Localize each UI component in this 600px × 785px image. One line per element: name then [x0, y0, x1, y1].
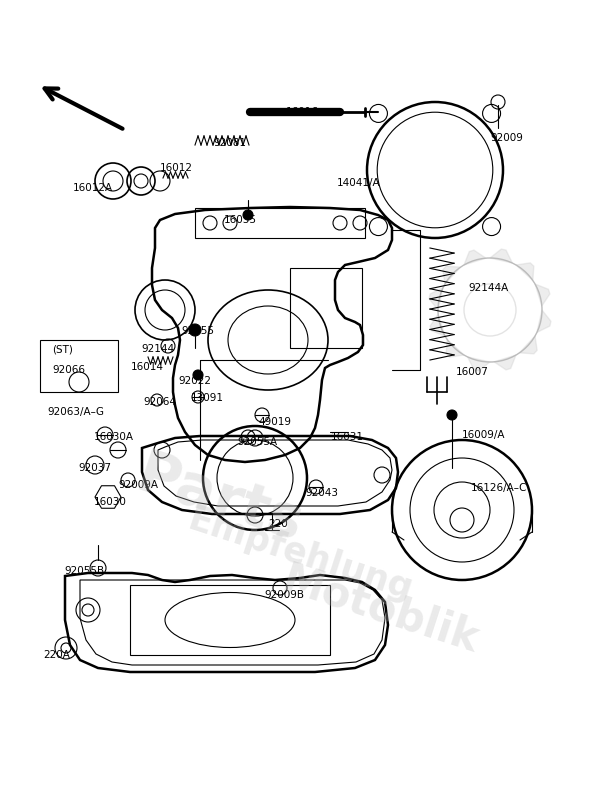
Text: 92064: 92064: [143, 397, 176, 407]
Text: 92055: 92055: [181, 326, 214, 336]
Text: 92022: 92022: [178, 376, 211, 386]
Circle shape: [243, 210, 253, 220]
Polygon shape: [520, 336, 537, 354]
Polygon shape: [429, 287, 443, 310]
Text: 16009/A: 16009/A: [462, 430, 505, 440]
Polygon shape: [446, 339, 464, 357]
Text: 16016: 16016: [286, 107, 319, 117]
Text: 220A: 220A: [43, 650, 70, 660]
Text: 92144: 92144: [141, 344, 174, 354]
Polygon shape: [535, 284, 550, 306]
Bar: [40, 340, 118, 392]
Text: 92063/A–G: 92063/A–G: [47, 407, 104, 417]
Polygon shape: [494, 355, 516, 370]
Text: 16035: 16035: [224, 215, 257, 225]
Text: 92009A: 92009A: [118, 480, 158, 490]
Text: 220: 220: [268, 519, 288, 529]
Text: 16007: 16007: [456, 367, 489, 377]
Circle shape: [189, 324, 201, 336]
Polygon shape: [443, 266, 461, 284]
Polygon shape: [490, 249, 512, 263]
Polygon shape: [467, 357, 490, 371]
Text: 16012A: 16012A: [73, 183, 113, 193]
Bar: [195, 208, 365, 238]
Text: 13091: 13091: [191, 393, 224, 403]
Text: 92144A: 92144A: [468, 283, 508, 293]
Text: 16012: 16012: [160, 163, 193, 173]
Text: 92009: 92009: [490, 133, 523, 143]
Bar: [130, 585, 330, 655]
Text: (ST): (ST): [52, 344, 73, 354]
Text: Motoblik: Motoblik: [277, 558, 484, 662]
Text: 16126/A–C: 16126/A–C: [471, 483, 527, 493]
Polygon shape: [464, 250, 486, 265]
Text: 92055A: 92055A: [237, 437, 277, 447]
Circle shape: [447, 410, 457, 420]
Text: Parts: Parts: [130, 447, 311, 553]
Text: 49019: 49019: [258, 417, 291, 427]
Text: 92009B: 92009B: [264, 590, 304, 600]
Text: 92066: 92066: [52, 365, 85, 375]
Text: Empfehlung: Empfehlung: [183, 502, 417, 608]
Text: 92043: 92043: [305, 488, 338, 498]
Text: 92081: 92081: [213, 138, 246, 148]
Text: 16030: 16030: [94, 497, 127, 507]
Circle shape: [193, 370, 203, 380]
Polygon shape: [430, 314, 445, 336]
Text: 92055B: 92055B: [64, 566, 104, 576]
Text: 92037: 92037: [78, 463, 111, 473]
Polygon shape: [516, 263, 534, 280]
Text: 16014: 16014: [131, 362, 164, 372]
Bar: [290, 268, 362, 348]
Text: 16031: 16031: [331, 432, 364, 442]
Circle shape: [464, 284, 516, 336]
Polygon shape: [537, 310, 551, 332]
Text: 14041/A: 14041/A: [337, 178, 380, 188]
Text: 16030A: 16030A: [94, 432, 134, 442]
